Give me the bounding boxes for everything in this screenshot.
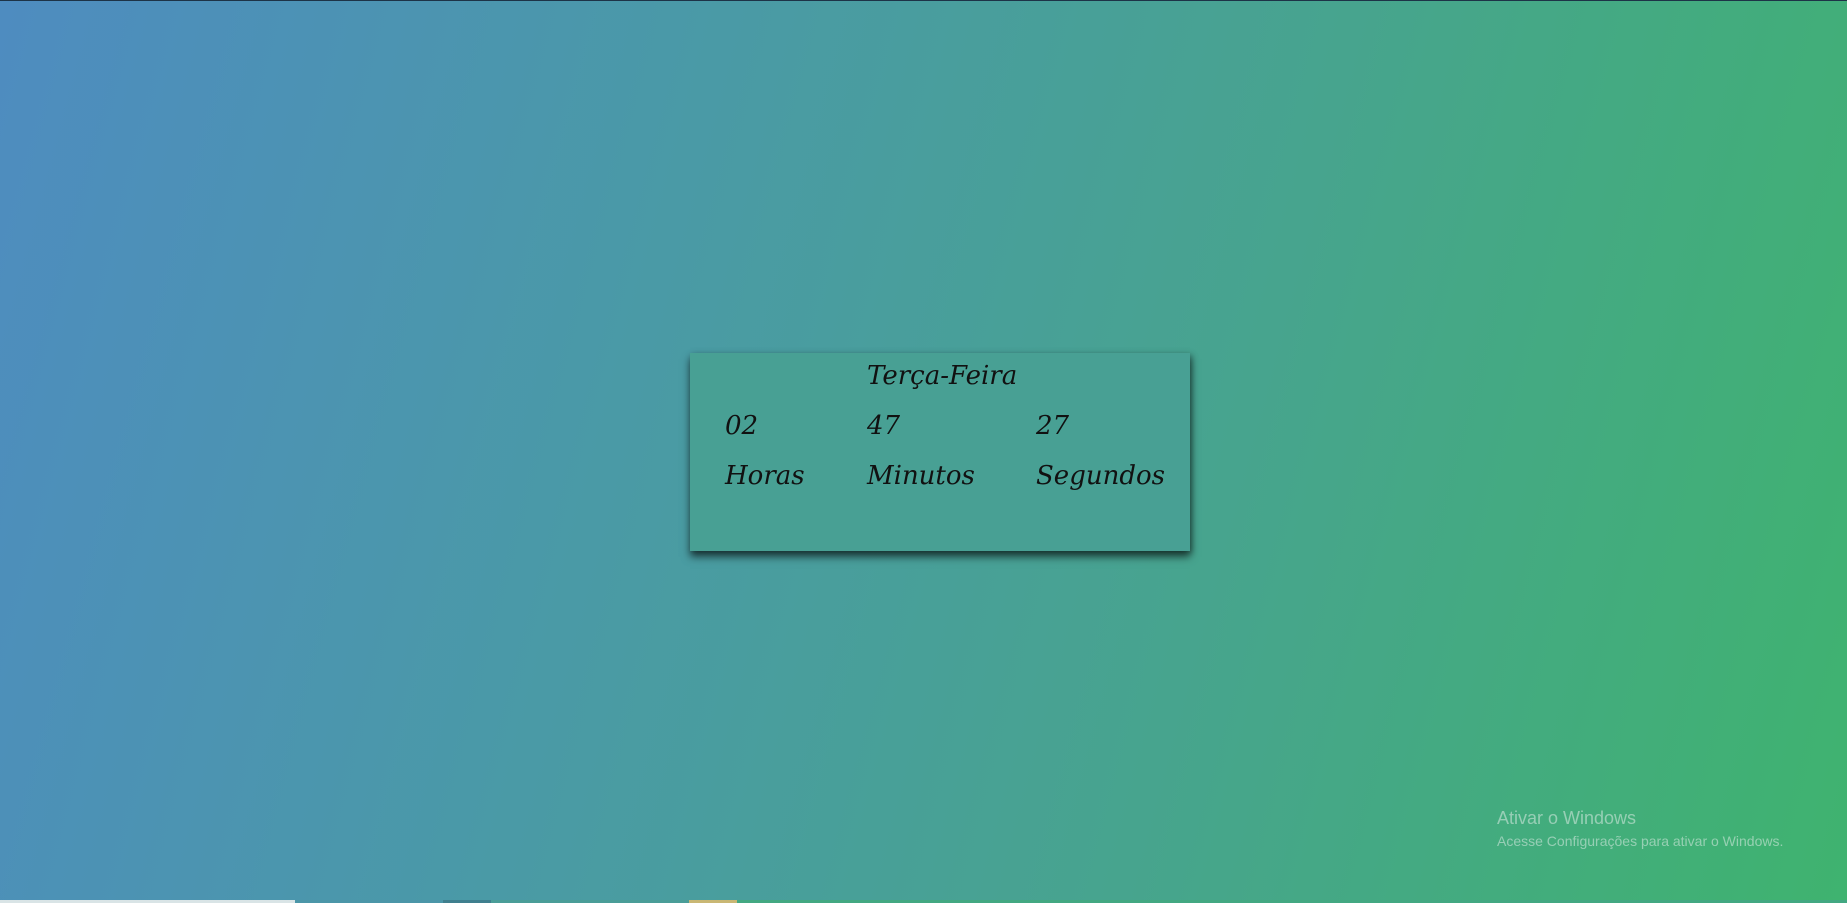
taskbar-segment	[491, 900, 689, 903]
hours-column: 02 Horas	[725, 411, 805, 491]
activation-title: Ativar o Windows	[1497, 808, 1637, 828]
seconds-value: 27	[1036, 411, 1070, 441]
weekday-label: Terça-Feira	[867, 361, 1018, 391]
activation-subtitle: Acesse Configurações para ativar o Windo…	[1497, 833, 1784, 849]
hours-value: 02	[725, 411, 759, 441]
minutes-value: 47	[867, 411, 901, 441]
minutes-label: Minutos	[867, 461, 975, 491]
taskbar-segment	[689, 900, 737, 903]
windows-activation-watermark: Ativar o Windows Acesse Configurações pa…	[1497, 808, 1783, 849]
hours-label: Horas	[725, 461, 805, 491]
taskbar-segment	[295, 900, 443, 903]
top-border-line	[0, 0, 1847, 1]
minutes-column: 47 Minutos	[867, 411, 975, 491]
taskbar-segment	[737, 900, 1847, 903]
seconds-column: 27 Segundos	[1036, 411, 1165, 491]
seconds-label: Segundos	[1036, 461, 1165, 491]
taskbar-segment	[443, 900, 491, 903]
taskbar-segment	[0, 900, 295, 903]
taskbar-edge	[0, 900, 1847, 903]
clock-card: Terça-Feira 02 Horas 47 Minutos 27 Segun…	[690, 353, 1190, 551]
